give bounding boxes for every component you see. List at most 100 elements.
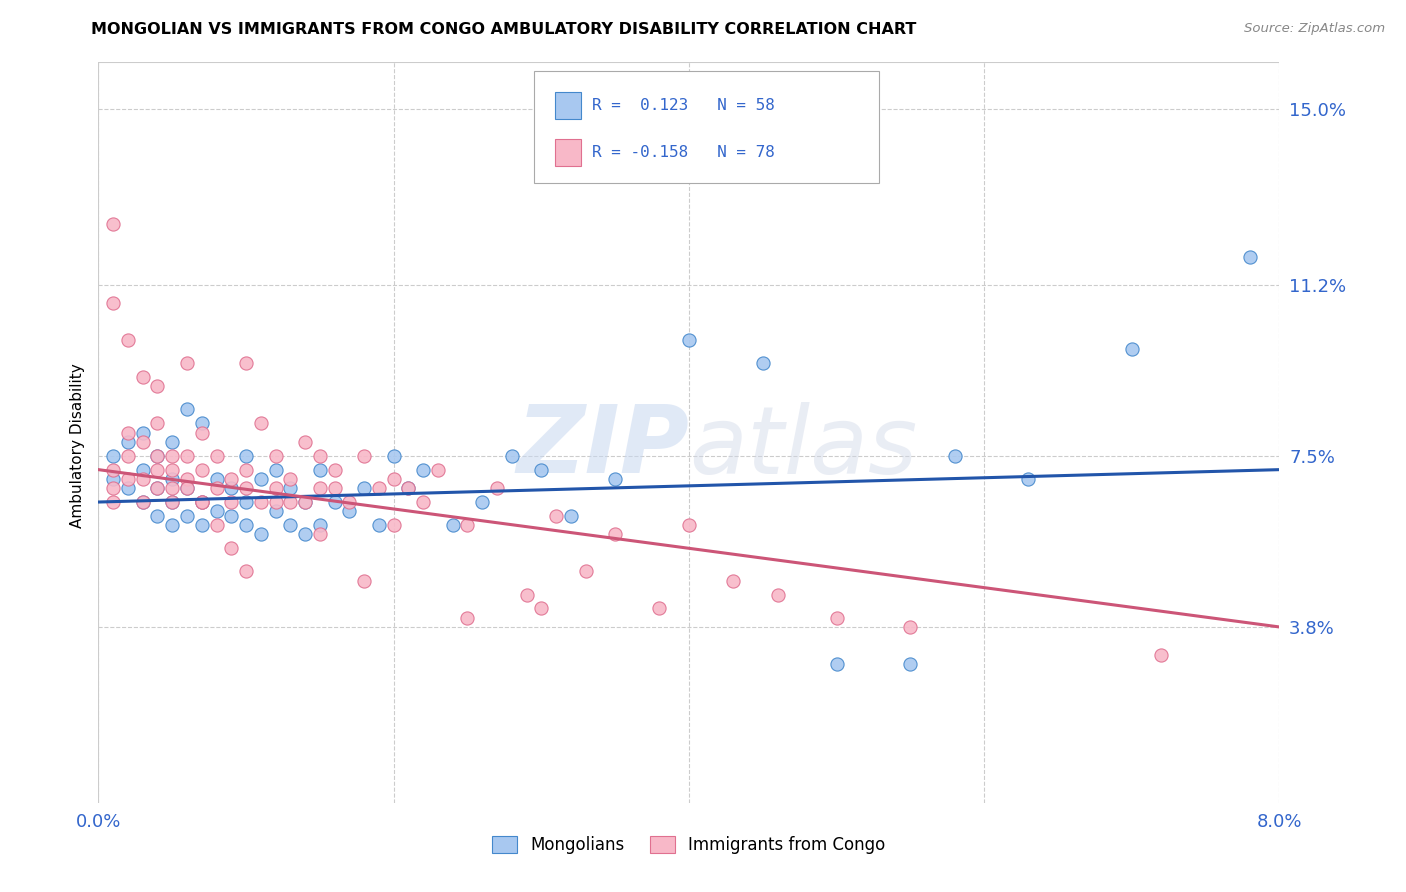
Point	[264, 495, 287, 509]
Point	[412, 495, 434, 509]
Point	[280, 518, 302, 533]
Point	[162, 481, 183, 495]
Point	[264, 481, 287, 495]
Point	[103, 449, 125, 463]
Point	[191, 518, 214, 533]
Point	[235, 518, 257, 533]
Point	[146, 417, 169, 431]
Point	[162, 495, 183, 509]
Point	[205, 472, 228, 486]
Point	[441, 518, 464, 533]
Point	[191, 495, 214, 509]
Point	[103, 296, 125, 310]
Point	[382, 518, 405, 533]
Point	[264, 462, 287, 476]
Point	[294, 495, 316, 509]
Point	[309, 462, 332, 476]
Point	[546, 508, 568, 523]
Point	[368, 481, 391, 495]
Point	[162, 434, 183, 449]
Point	[117, 333, 139, 347]
Point	[146, 449, 169, 463]
Point	[162, 495, 183, 509]
Point	[162, 462, 183, 476]
Point	[382, 472, 405, 486]
Point	[221, 495, 243, 509]
Point	[309, 481, 332, 495]
Point	[176, 481, 198, 495]
Point	[280, 481, 302, 495]
Point	[723, 574, 745, 588]
Point	[162, 449, 183, 463]
Point	[132, 495, 155, 509]
Point	[560, 508, 582, 523]
Point	[235, 495, 257, 509]
Point	[1018, 472, 1040, 486]
Point	[323, 481, 346, 495]
Point	[205, 449, 228, 463]
Point	[176, 449, 198, 463]
Point	[605, 472, 627, 486]
Point	[235, 462, 257, 476]
Point	[1150, 648, 1173, 662]
Point	[221, 481, 243, 495]
Point	[221, 472, 243, 486]
Point	[117, 425, 139, 440]
Point	[280, 472, 302, 486]
Text: MONGOLIAN VS IMMIGRANTS FROM CONGO AMBULATORY DISABILITY CORRELATION CHART: MONGOLIAN VS IMMIGRANTS FROM CONGO AMBUL…	[91, 22, 917, 37]
Text: atlas: atlas	[689, 402, 917, 493]
Legend: Mongolians, Immigrants from Congo: Mongolians, Immigrants from Congo	[485, 830, 893, 861]
Point	[825, 610, 848, 624]
Point	[132, 425, 155, 440]
Point	[235, 481, 257, 495]
Point	[146, 449, 169, 463]
Point	[294, 495, 316, 509]
Point	[368, 518, 391, 533]
Point	[132, 434, 155, 449]
Point	[117, 449, 139, 463]
Point	[117, 481, 139, 495]
Point	[132, 495, 155, 509]
Point	[457, 610, 479, 624]
Point	[205, 481, 228, 495]
Point	[353, 574, 375, 588]
Point	[250, 527, 273, 541]
Text: Source: ZipAtlas.com: Source: ZipAtlas.com	[1244, 22, 1385, 36]
Point	[264, 504, 287, 518]
Point	[1239, 250, 1261, 264]
Point	[132, 472, 155, 486]
Point	[191, 425, 214, 440]
Point	[103, 495, 125, 509]
Point	[339, 495, 361, 509]
Point	[648, 601, 671, 615]
Point	[398, 481, 420, 495]
Point	[323, 495, 346, 509]
Point	[176, 402, 198, 417]
Point	[323, 462, 346, 476]
Point	[943, 449, 966, 463]
Point	[132, 462, 155, 476]
Text: ZIP: ZIP	[516, 401, 689, 493]
Point	[1121, 343, 1143, 357]
Point	[339, 504, 361, 518]
Point	[900, 657, 922, 671]
Point	[103, 472, 125, 486]
Point	[176, 481, 198, 495]
Point	[501, 449, 523, 463]
Point	[294, 434, 316, 449]
Point	[264, 449, 287, 463]
Point	[825, 657, 848, 671]
Point	[103, 481, 125, 495]
Point	[412, 462, 434, 476]
Point	[900, 620, 922, 634]
Point	[146, 481, 169, 495]
Point	[146, 481, 169, 495]
Point	[191, 495, 214, 509]
Point	[678, 333, 700, 347]
Point	[575, 565, 598, 579]
Point	[103, 218, 125, 232]
Point	[235, 565, 257, 579]
Point	[250, 495, 273, 509]
Point	[294, 527, 316, 541]
Point	[132, 370, 155, 384]
